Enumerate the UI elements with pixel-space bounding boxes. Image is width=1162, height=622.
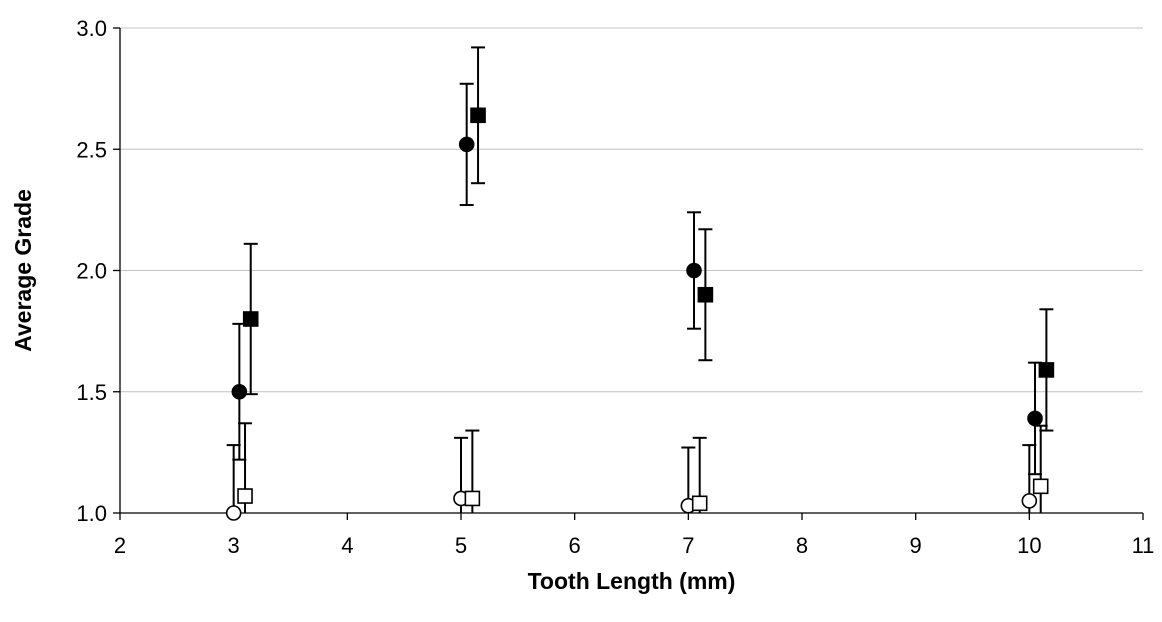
x-axis-title: Tooth Length (mm) (528, 568, 736, 594)
data-point (242, 311, 259, 327)
data-point (225, 505, 242, 521)
x-tick-label: 2 (114, 533, 126, 558)
data-point (231, 383, 248, 400)
axes-layer (113, 27, 1144, 520)
data-point (1021, 493, 1038, 509)
y-axis-title: Average Grade (10, 189, 36, 352)
x-tick-label: 5 (455, 533, 467, 558)
x-tick-label: 8 (796, 533, 808, 558)
y-tick-label: 2.5 (76, 137, 107, 162)
y-tick-label: 2.0 (76, 259, 107, 284)
x-tick-label: 11 (1132, 533, 1155, 558)
y-tick-label: 1.5 (76, 380, 107, 405)
data-point (470, 107, 486, 124)
label-layer: Tooth Length (mm) Average Grade 1.0 1.5 2.… (10, 16, 1154, 594)
data-point (458, 136, 475, 153)
grid-layer (120, 27, 1143, 393)
x-tick-label: 10 (1017, 533, 1041, 558)
x-tick-label: 3 (228, 533, 240, 558)
x-tick-label: 4 (341, 533, 353, 558)
data-point (691, 495, 708, 512)
x-tick-label: 6 (569, 533, 581, 558)
data-point (1027, 410, 1043, 427)
x-tick-label: 7 (682, 533, 694, 558)
y-tick-label: 3.0 (76, 16, 107, 41)
x-tick-label: 9 (910, 533, 922, 558)
data-point (464, 490, 481, 507)
error-bar (226, 444, 241, 513)
data-point (697, 286, 714, 303)
data-point (686, 262, 702, 279)
y-tick-label: 1.0 (76, 501, 107, 526)
data-point (1038, 362, 1055, 378)
data-point (1032, 478, 1049, 495)
data-layer (225, 46, 1055, 521)
data-point (237, 488, 253, 504)
